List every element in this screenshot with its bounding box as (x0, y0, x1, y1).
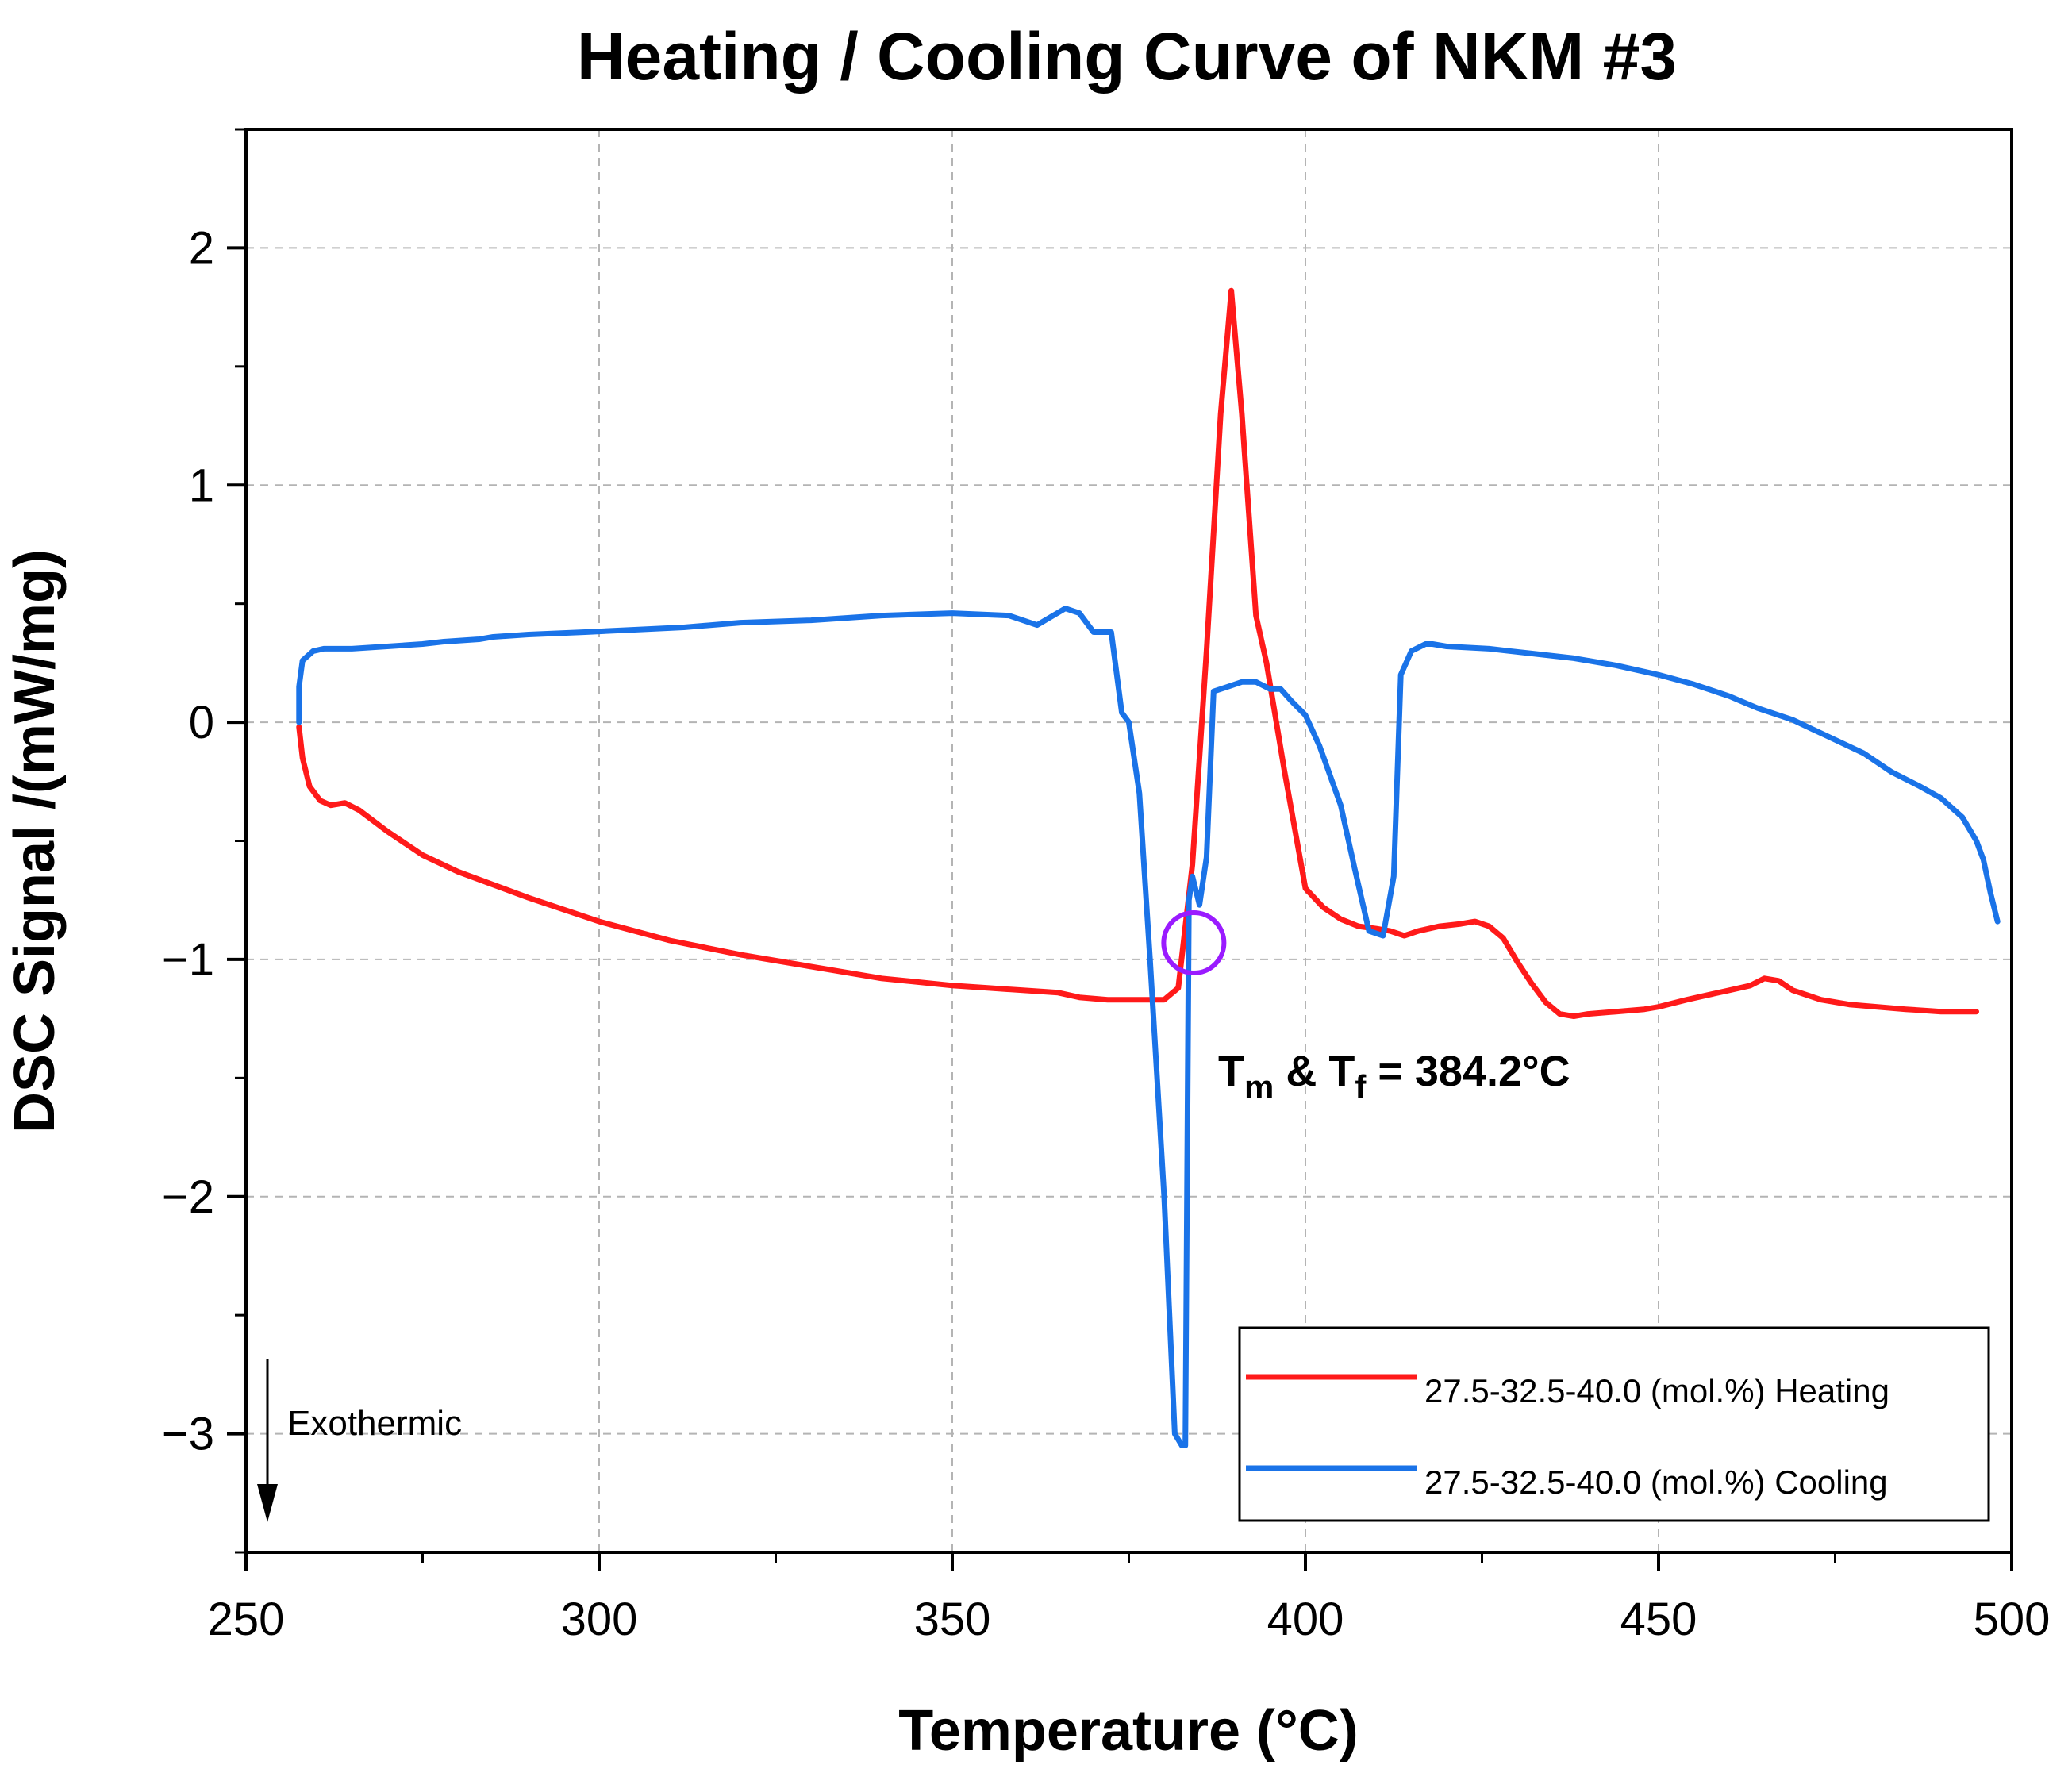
x-tick-label: 450 (1620, 1594, 1697, 1645)
series-line-heating (296, 287, 1979, 1020)
y-tick-label: −1 (162, 934, 214, 986)
transition-label-sub-f: f (1355, 1068, 1367, 1106)
exothermic-label: Exothermic (287, 1404, 462, 1443)
transition-label-value: = 384.2°C (1366, 1048, 1570, 1095)
y-tick-label: −3 (162, 1409, 214, 1460)
transition-circle-marker (1161, 909, 1227, 975)
legend-label-heating: 27.5-32.5-40.0 (mol.%) Heating (1424, 1372, 1889, 1409)
transition-label: Tm & Tf = 384.2°C (1218, 1048, 1570, 1106)
exothermic-arrow-head-icon (257, 1484, 278, 1522)
legend: 27.5-32.5-40.0 (mol.%) Heating 27.5-32.5… (1238, 1326, 1990, 1522)
x-tick-label: 350 (914, 1594, 991, 1645)
x-tick-label: 300 (561, 1594, 638, 1645)
x-tick-label: 400 (1267, 1594, 1344, 1645)
y-tick-label: −2 (162, 1171, 214, 1223)
tick-labels: 250 300 350 400 450 500 2 1 0 −1 −2 −3 (162, 222, 2051, 1645)
transition-label-t1: T (1218, 1048, 1244, 1095)
series-lines (296, 287, 2001, 1448)
x-axis-label: Temperature (°C) (898, 1699, 1359, 1763)
legend-label-cooling: 27.5-32.5-40.0 (mol.%) Cooling (1424, 1463, 1888, 1501)
chart-title: Heating / Cooling Curve of NKM #3 (577, 19, 1677, 94)
series-line-cooling (296, 606, 2001, 1448)
x-tick-label: 250 (208, 1594, 285, 1645)
plot-frame (244, 128, 2013, 1554)
legend-box (1238, 1326, 1990, 1522)
transition-label-sub-m: m (1244, 1068, 1274, 1106)
y-tick-label: 1 (189, 460, 214, 511)
transition-label-mid: & T (1274, 1048, 1355, 1095)
y-tick-label: 2 (189, 222, 214, 274)
y-axis-label: DSC Signal /(mW/mg) (3, 549, 67, 1133)
x-tick-label: 500 (1974, 1594, 2051, 1645)
axis-ticks (227, 128, 2013, 1571)
y-tick-label: 0 (189, 697, 214, 748)
